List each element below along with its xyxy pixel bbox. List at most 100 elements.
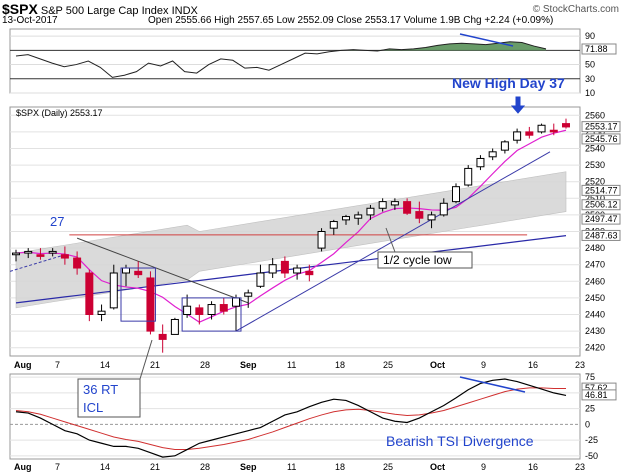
x-axis-label: 21 xyxy=(150,360,160,370)
x-axis-label: 23 xyxy=(575,360,585,370)
icl-label-line2: ICL xyxy=(83,400,103,415)
candle-body xyxy=(134,270,143,276)
tsi-divergence-label: Bearish TSI Divergence xyxy=(386,433,534,449)
price-value-label: 2497.47 xyxy=(585,214,618,224)
icl-pointer xyxy=(139,339,153,380)
rsi-overbought-fill xyxy=(16,41,546,51)
tsi-value-label: 57.62 xyxy=(585,383,608,393)
up-trendline xyxy=(235,151,551,332)
price-value-label: 2545.76 xyxy=(585,134,618,144)
candle-body xyxy=(513,131,522,141)
x-axis-label-bottom: 9 xyxy=(481,462,486,472)
candle-body xyxy=(170,318,179,335)
price-value-box xyxy=(581,213,621,225)
candle-body xyxy=(403,201,412,214)
price-tick-label: 2460 xyxy=(585,276,605,286)
candle-body xyxy=(97,310,106,315)
price-tick-label: 2560 xyxy=(585,110,605,120)
x-axis-label-bottom: Aug xyxy=(14,462,32,472)
tsi-value-label: 46.81 xyxy=(585,390,608,400)
candle-body xyxy=(146,277,155,332)
down-trendline xyxy=(76,237,249,304)
x-axis-label: Oct xyxy=(430,360,445,370)
candle-body xyxy=(24,250,33,254)
price-value-box xyxy=(581,133,621,145)
x-axis-label: 28 xyxy=(200,360,210,370)
candle-body xyxy=(390,201,399,206)
candle-body xyxy=(500,141,509,151)
tsi-tick-label: 0 xyxy=(585,419,590,429)
x-axis-label-bottom: Sep xyxy=(240,462,257,472)
candle-body xyxy=(158,333,167,340)
price-band xyxy=(15,171,567,309)
watermark: © StockCharts.com xyxy=(532,4,619,15)
rsi-line xyxy=(15,41,547,78)
symbol: $SPX xyxy=(2,1,38,17)
ohlc-line: Open 2555.66 High 2557.65 Low 2552.09 Cl… xyxy=(148,15,554,26)
price-tick-label: 2450 xyxy=(585,293,605,303)
candle-body xyxy=(439,202,448,216)
x-axis-label: 18 xyxy=(335,360,345,370)
price-tick-label: 2510 xyxy=(585,193,605,203)
x-axis-label-bottom: 25 xyxy=(383,462,393,472)
candle-body xyxy=(488,151,497,158)
price-title: $SPX (Daily) 2553.17 xyxy=(16,108,103,118)
fast-moving-average xyxy=(15,129,567,323)
x-axis-label: 11 xyxy=(287,360,296,370)
rsi-tick-label: 30 xyxy=(585,74,595,84)
candle-body xyxy=(415,211,424,219)
icl-box xyxy=(77,378,141,418)
index-name: S&P 500 Large Cap Index xyxy=(40,5,169,17)
candle-body xyxy=(12,252,20,256)
candle-body xyxy=(122,267,130,274)
tsi-signal-line xyxy=(15,387,566,451)
x-axis-label-bottom: 14 xyxy=(100,462,110,472)
rsi-value-label: 71.88 xyxy=(585,44,608,54)
candle-body xyxy=(85,272,94,315)
price-value-label: 2553.17 xyxy=(585,122,618,132)
x-axis-label: 7 xyxy=(55,360,60,370)
candle-body xyxy=(293,267,302,274)
candle-body xyxy=(342,216,350,221)
rsi-value-box xyxy=(581,43,617,55)
price-tick-label: 2530 xyxy=(585,160,605,170)
candle-body xyxy=(378,201,387,209)
price-tick-label: 2520 xyxy=(585,177,605,187)
price-tick-label: 2440 xyxy=(585,310,605,320)
candle-body xyxy=(219,304,228,312)
tsi-line xyxy=(15,378,567,458)
rsi-divergence-line xyxy=(459,33,514,47)
tsi-tick-label: -25 xyxy=(585,435,598,445)
consolidation-box xyxy=(120,267,156,322)
x-axis-label: 25 xyxy=(383,360,393,370)
candle-body xyxy=(256,272,265,287)
candle-body xyxy=(537,124,546,133)
candle-body xyxy=(268,264,277,274)
price-tick-label: 2470 xyxy=(585,260,605,270)
rsi-tick-label: 90 xyxy=(585,31,595,41)
new-high-annotation: New High Day 37 xyxy=(452,75,565,91)
early-dashed-line xyxy=(9,254,66,272)
price-tick-label: 2420 xyxy=(585,343,605,353)
candle-body xyxy=(562,123,570,128)
price-tick-label: 2430 xyxy=(585,326,605,336)
candle-body xyxy=(195,307,204,315)
candle-body xyxy=(48,250,57,254)
candle-body xyxy=(464,167,473,186)
x-axis-label-bottom: 23 xyxy=(575,462,585,472)
candle-body xyxy=(244,292,253,297)
candle-body xyxy=(317,231,326,249)
x-axis-label-bottom: 16 xyxy=(528,462,538,472)
date-label: 13-Oct-2017 xyxy=(2,15,58,26)
candle-body xyxy=(366,207,375,216)
tsi-tick-label: 75 xyxy=(585,372,595,382)
x-axis-label: 14 xyxy=(100,360,110,370)
candle-body xyxy=(525,131,534,136)
x-axis-label-bottom: 21 xyxy=(150,462,160,472)
new-high-arrow-icon xyxy=(510,96,526,114)
price-value-box xyxy=(581,229,621,241)
x-axis-label: Sep xyxy=(240,360,257,370)
cycle-count-label: 27 xyxy=(50,214,64,229)
candle-body xyxy=(36,254,45,257)
x-axis-label: 16 xyxy=(528,360,538,370)
